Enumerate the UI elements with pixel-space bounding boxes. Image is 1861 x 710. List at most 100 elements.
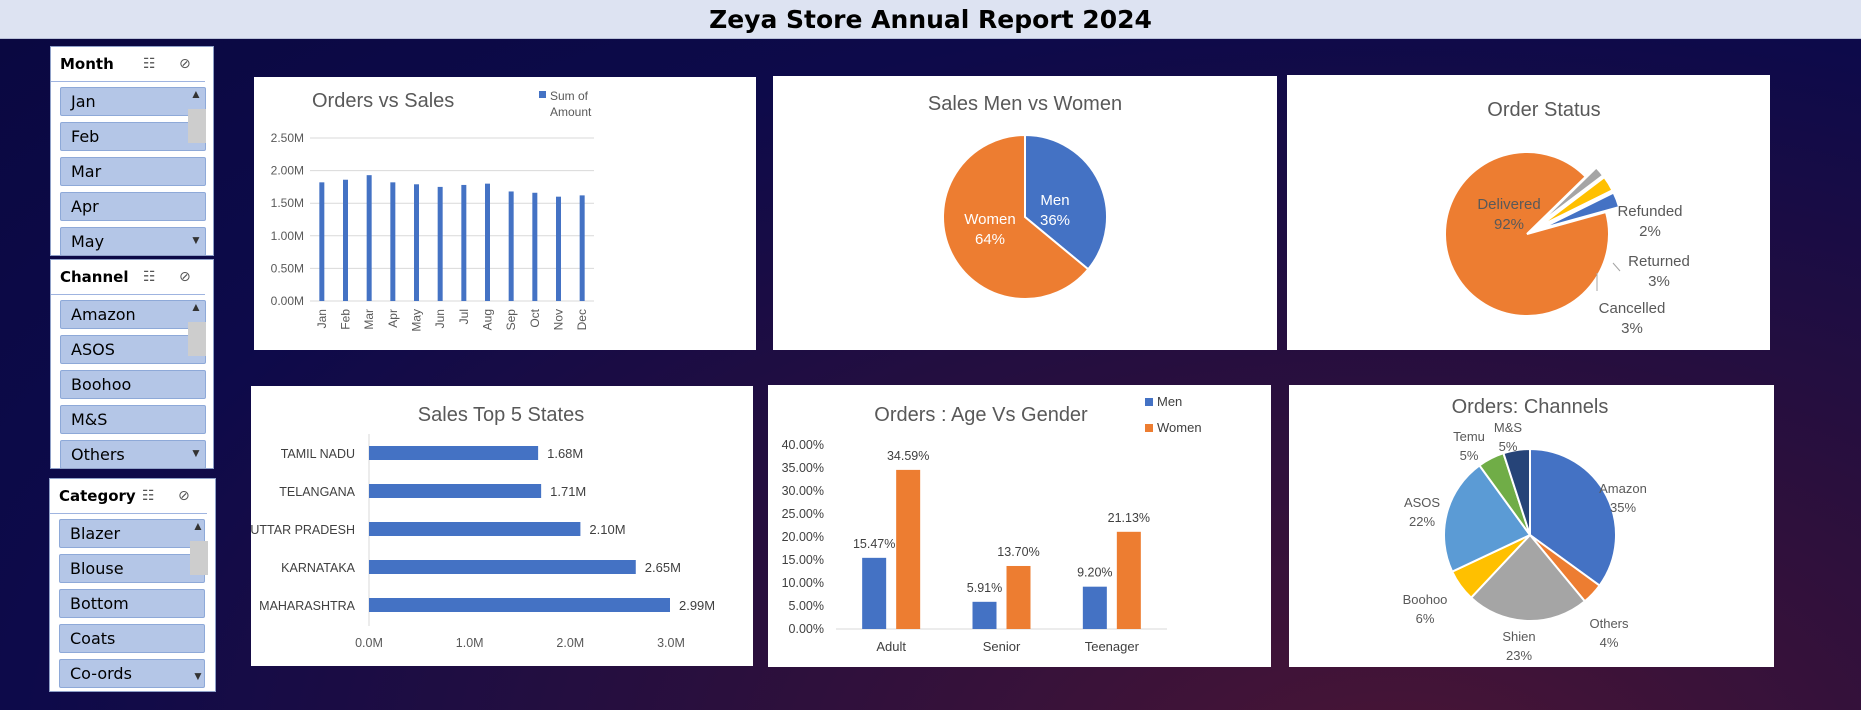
bar bbox=[437, 186, 443, 301]
slice-label: Women bbox=[964, 211, 1015, 228]
slice-value: 22% bbox=[1409, 514, 1435, 529]
data-label: 5.91% bbox=[967, 581, 1002, 595]
slicer-month[interactable]: Month ☷ ⊘ Jan Feb Mar Apr May ▲ ▼ bbox=[50, 46, 214, 256]
slice-label: Returned bbox=[1628, 253, 1690, 270]
clear-filter-icon[interactable]: ⊘ bbox=[178, 488, 190, 504]
x-tick-label: Feb bbox=[339, 309, 353, 330]
multi-select-icon[interactable]: ☷ bbox=[143, 269, 156, 285]
slicer-item[interactable]: Blazer bbox=[59, 519, 205, 548]
chevron-up-icon[interactable]: ▲ bbox=[192, 519, 204, 533]
bar bbox=[369, 522, 581, 536]
age-gender-svg: Orders : Age Vs Gender 0.00% 5.00% 10.00% 1… bbox=[782, 394, 1202, 654]
slice-value: 3% bbox=[1621, 320, 1643, 337]
slice-label: ASOS bbox=[1404, 495, 1440, 510]
bar bbox=[972, 601, 997, 629]
slicer-item[interactable]: Bottom bbox=[59, 589, 205, 618]
slice-label: Cancelled bbox=[1599, 300, 1666, 317]
bar bbox=[532, 192, 538, 301]
slicer-item[interactable]: Coats bbox=[59, 624, 205, 653]
slicer-item[interactable]: M&S bbox=[60, 405, 206, 434]
bar bbox=[369, 484, 542, 498]
bar bbox=[508, 191, 514, 301]
clear-filter-icon[interactable]: ⊘ bbox=[179, 269, 191, 285]
category-label: KARNATAKA bbox=[281, 561, 356, 575]
channels-svg: Orders: Channels Amazon 35% Others 4% Shien 2… bbox=[1403, 396, 1647, 663]
slicer-item[interactable]: Blouse bbox=[59, 554, 205, 583]
chevron-down-icon[interactable]: ▼ bbox=[190, 233, 202, 247]
chart-sales-men-vs-women[interactable]: Sales Men vs Women Men 36% Women 64% bbox=[773, 76, 1277, 350]
slicer-item[interactable]: Others bbox=[60, 440, 206, 468]
chart-title: Order Status bbox=[1487, 99, 1600, 121]
multi-select-icon[interactable]: ☷ bbox=[142, 488, 155, 504]
scrollbar[interactable]: ▲ ▼ bbox=[185, 87, 207, 247]
y-tick-label: 1.50M bbox=[271, 196, 304, 210]
slicer-title: Channel bbox=[60, 268, 129, 286]
bar bbox=[862, 557, 887, 629]
y-tick-label: 30.00% bbox=[782, 484, 824, 498]
y-tick-label: 0.50M bbox=[271, 261, 304, 275]
scroll-thumb[interactable] bbox=[190, 541, 208, 575]
slice-value: 92% bbox=[1494, 216, 1524, 233]
scrollbar[interactable]: ▲ ▼ bbox=[185, 300, 207, 460]
slicer-title: Category bbox=[59, 487, 136, 505]
data-label: 13.70% bbox=[997, 545, 1039, 559]
report-title: Zeya Store Annual Report 2024 bbox=[709, 4, 1152, 34]
order-status-svg: Order Status Delivered 92% Refunded 2% Retur… bbox=[1444, 99, 1690, 337]
chart-orders-age-vs-gender[interactable]: Orders : Age Vs Gender 0.00% 5.00% 10.00% 1… bbox=[768, 385, 1271, 667]
x-tick-label: Senior bbox=[983, 639, 1021, 654]
legend-label: Men bbox=[1157, 394, 1182, 409]
slicer-item[interactable]: May bbox=[60, 227, 206, 255]
bar bbox=[414, 184, 419, 301]
y-tick-label: 20.00% bbox=[782, 530, 824, 544]
chart-orders-vs-sales[interactable]: Orders vs Sales Sum of Amount Jan Feb Mar Ap… bbox=[254, 77, 756, 350]
slice-label: Delivered bbox=[1477, 196, 1540, 213]
pie-slice bbox=[1469, 533, 1587, 622]
x-tick-label: Aug bbox=[481, 309, 495, 330]
data-label: 2.10M bbox=[589, 522, 625, 537]
chevron-down-icon[interactable]: ▼ bbox=[190, 446, 202, 460]
y-tick-label: 1.00M bbox=[271, 229, 304, 243]
slice-label: Others bbox=[1589, 616, 1629, 631]
bar bbox=[461, 184, 467, 301]
scrollbar[interactable]: ▲ ▼ bbox=[187, 519, 209, 683]
data-label: 34.59% bbox=[887, 449, 929, 463]
scroll-thumb[interactable] bbox=[188, 322, 206, 356]
chevron-down-icon[interactable]: ▼ bbox=[192, 669, 204, 683]
scroll-thumb[interactable] bbox=[188, 109, 206, 143]
x-tick-label: Teenager bbox=[1085, 639, 1140, 654]
data-label: 21.13% bbox=[1108, 511, 1150, 525]
slicer-item[interactable]: ASOS bbox=[60, 335, 206, 364]
bar bbox=[369, 598, 670, 612]
chart-order-status[interactable]: Order Status Delivered 92% Refunded 2% Retur… bbox=[1287, 75, 1770, 350]
slice-value: 36% bbox=[1040, 212, 1070, 229]
slicer-channel[interactable]: Channel ☷ ⊘ Amazon ASOS Boohoo M&S Other… bbox=[50, 259, 214, 469]
slicer-item[interactable]: Amazon bbox=[60, 300, 206, 329]
slicer-item[interactable]: Co-ords bbox=[59, 659, 205, 688]
chevron-up-icon[interactable]: ▲ bbox=[190, 300, 202, 314]
bar bbox=[369, 560, 636, 574]
slicer-item[interactable]: Apr bbox=[60, 192, 206, 221]
pie-slice bbox=[1502, 447, 1531, 536]
slicer-category[interactable]: Category ☷ ⊘ Blazer Blouse Bottom Coats … bbox=[49, 478, 216, 692]
slicer-item[interactable]: Feb bbox=[60, 122, 206, 151]
pie-slice bbox=[1444, 151, 1610, 317]
multi-select-icon[interactable]: ☷ bbox=[143, 56, 156, 72]
x-tick-label: Nov bbox=[552, 309, 566, 330]
pie-slice bbox=[1536, 166, 1605, 226]
slice-label: M&S bbox=[1494, 420, 1523, 435]
pie-slice bbox=[942, 133, 1090, 300]
clear-filter-icon[interactable]: ⊘ bbox=[179, 56, 191, 72]
x-tick-label: May bbox=[410, 309, 424, 332]
x-tick-label: Mar bbox=[362, 309, 376, 330]
slicer-item[interactable]: Jan bbox=[60, 87, 206, 116]
slicer-item[interactable]: Mar bbox=[60, 157, 206, 186]
legend-swatch bbox=[539, 91, 546, 98]
chevron-up-icon[interactable]: ▲ bbox=[190, 87, 202, 101]
slicer-item[interactable]: Boohoo bbox=[60, 370, 206, 399]
chart-orders-channels[interactable]: Orders: Channels Amazon 35% Others 4% Shien 2… bbox=[1289, 385, 1774, 667]
bar bbox=[343, 179, 348, 301]
category-label: TELANGANA bbox=[279, 485, 355, 499]
chart-sales-top-5-states[interactable]: Sales Top 5 States TAMIL NADU 1.68M TELANG… bbox=[251, 386, 753, 666]
data-label: 1.71M bbox=[550, 484, 586, 499]
bar bbox=[1116, 531, 1141, 629]
